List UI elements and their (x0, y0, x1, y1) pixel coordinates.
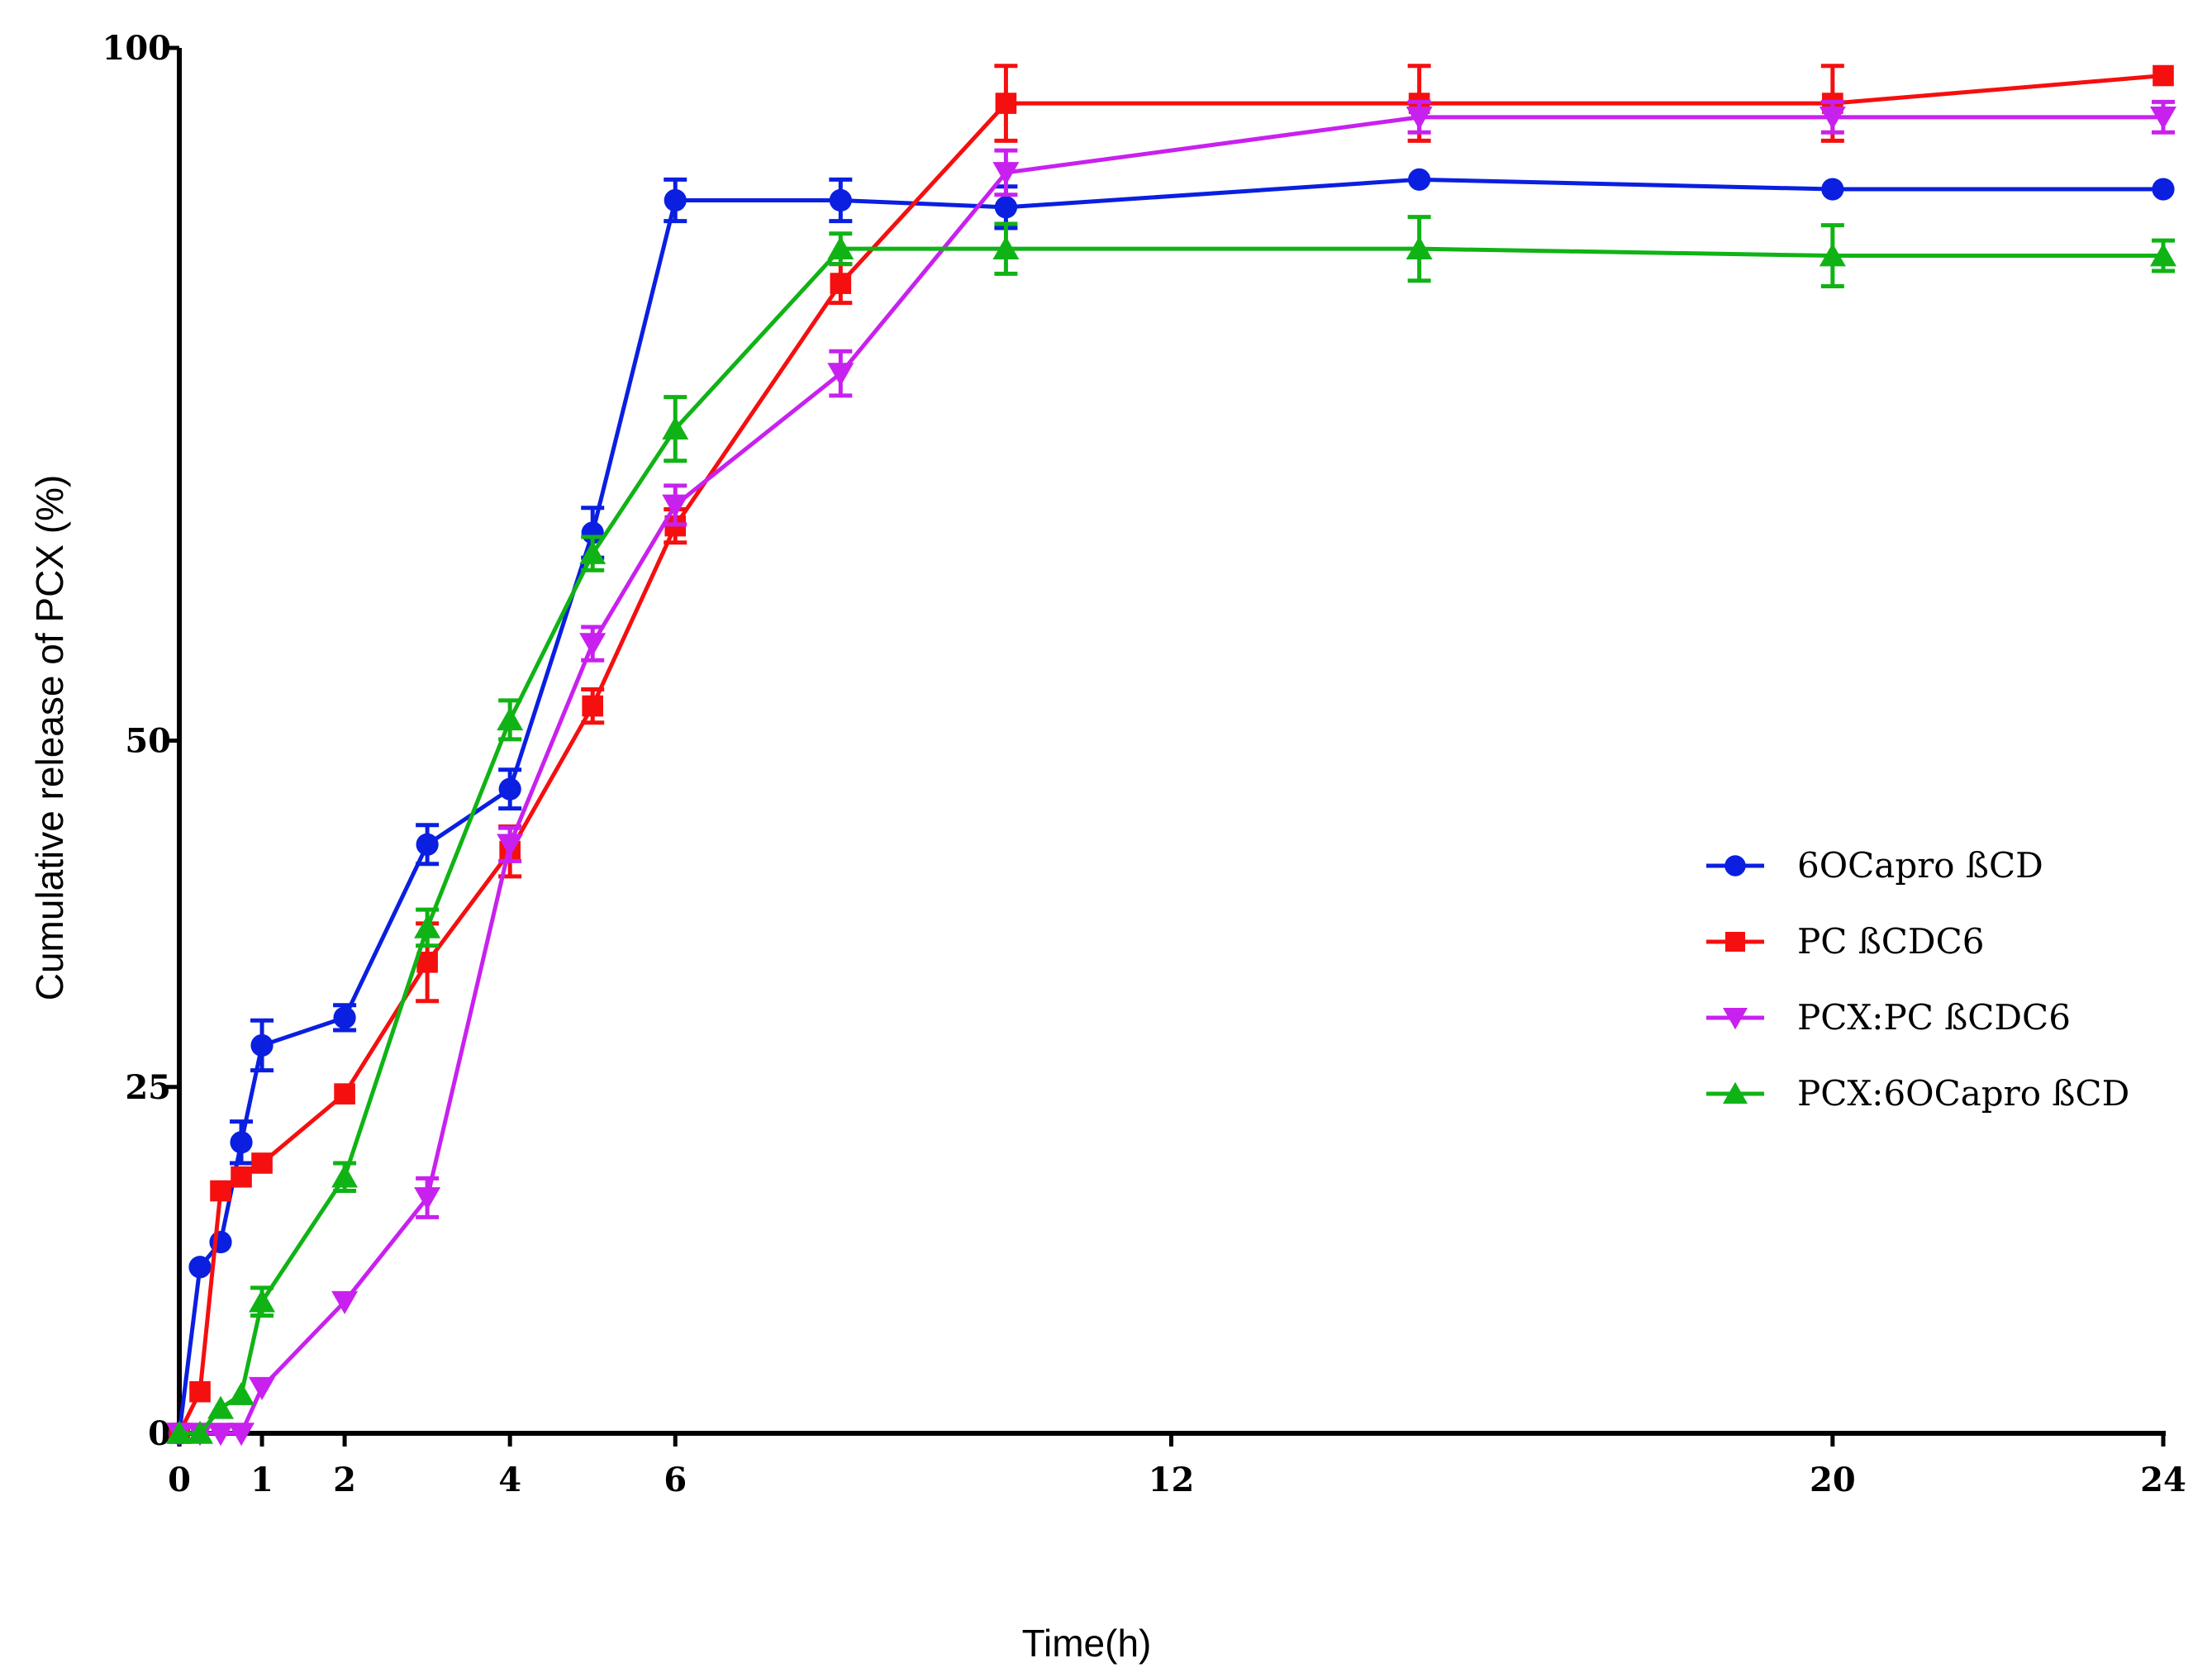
data-point (188, 1256, 212, 1279)
data-point (334, 1083, 355, 1105)
y-tick-label: 50 (125, 722, 171, 761)
x-tick-label: 12 (1149, 1461, 1195, 1499)
data-point (662, 494, 689, 518)
data-point (250, 1033, 274, 1057)
legend: 6OCapro ßCD PC ßCDC6 PCX:PC ßCDC6 PCX:6OCap… (1706, 845, 2129, 1114)
data-point (662, 416, 689, 439)
x-tick-label: 4 (498, 1461, 521, 1499)
x-axis-title: Time(h) (1022, 1622, 1152, 1665)
data-point (189, 1380, 211, 1403)
data-point (992, 235, 1020, 259)
data-point (497, 834, 524, 858)
series-line (177, 74, 2164, 1435)
data-point (827, 235, 854, 259)
data-point (231, 1166, 252, 1188)
data-point (1723, 1081, 1748, 1104)
data-point (228, 1423, 255, 1447)
x-tick-label: 2 (333, 1461, 356, 1499)
y-tick-label: 25 (125, 1068, 171, 1107)
data-point (1819, 107, 1846, 131)
x-tick-label: 1 (250, 1461, 274, 1499)
data-point (498, 777, 521, 800)
legend-label: PC ßCDC6 (1797, 921, 1984, 962)
data-point (582, 695, 604, 717)
data-point (251, 1152, 273, 1174)
data-point (579, 540, 607, 564)
data-point (1406, 235, 1433, 259)
data-point (249, 1376, 276, 1400)
data-point (331, 1164, 359, 1188)
data-point (187, 1420, 214, 1444)
data-point (579, 633, 607, 657)
data-point (2153, 64, 2174, 87)
data-point (416, 833, 439, 856)
series-line (179, 115, 2163, 1436)
data-point (249, 1289, 276, 1313)
data-point (210, 1180, 231, 1202)
data-point (827, 363, 854, 387)
series-group (166, 99, 2176, 1447)
data-point (1408, 168, 1431, 191)
data-point (1724, 855, 1746, 877)
data-point (664, 188, 687, 212)
x-tick-label: 24 (2140, 1461, 2186, 1499)
series-group (166, 215, 2176, 1444)
y-axis-title: Cumulative release of PCX (%) (28, 475, 71, 1001)
legend-label: 6OCapro ßCD (1797, 845, 2043, 886)
data-point (1406, 107, 1433, 131)
legend-label: PCX:PC ßCDC6 (1797, 997, 2071, 1038)
data-point (2150, 243, 2176, 267)
series-group (168, 168, 2175, 1445)
data-point (995, 93, 1017, 114)
y-tick-label: 100 (102, 29, 172, 68)
x-tick-label: 0 (168, 1461, 191, 1499)
data-point (414, 1187, 441, 1211)
data-point (230, 1131, 253, 1154)
y-tick-label: 0 (148, 1414, 171, 1453)
data-point (1725, 932, 1745, 952)
data-point (166, 1420, 193, 1444)
data-point (1819, 243, 1846, 267)
data-series (166, 64, 2176, 1447)
legend-label: PCX:6OCapro ßCD (1797, 1073, 2129, 1114)
data-point (829, 188, 852, 212)
data-point (2150, 107, 2176, 131)
data-point (414, 915, 441, 938)
x-tick-label: 6 (664, 1461, 687, 1499)
data-point (1723, 1008, 1748, 1030)
data-point (830, 273, 852, 294)
data-point (497, 707, 524, 731)
data-point (992, 162, 1020, 186)
data-point (331, 1290, 359, 1314)
data-point (228, 1381, 255, 1405)
data-point (994, 196, 1018, 219)
data-point (333, 1006, 356, 1029)
series-group (169, 64, 2174, 1444)
data-point (207, 1423, 235, 1447)
series-line (179, 246, 2163, 1436)
data-point (207, 1395, 235, 1419)
x-tick-label: 20 (1810, 1461, 1856, 1499)
data-point (1821, 178, 1844, 201)
data-point (2152, 178, 2175, 201)
